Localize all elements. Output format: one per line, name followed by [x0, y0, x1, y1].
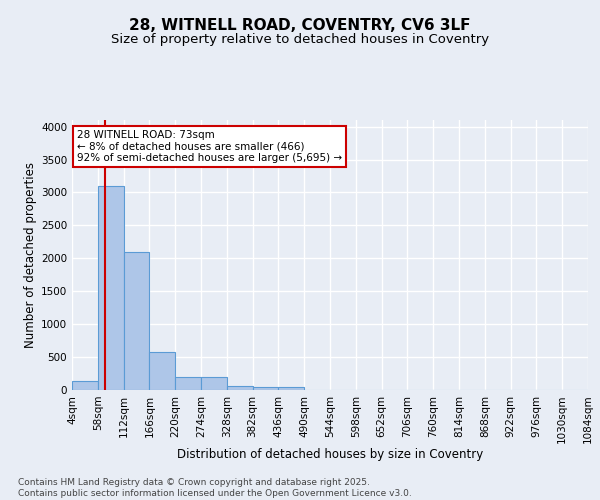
Bar — [253, 386, 278, 390]
Text: Contains HM Land Registry data © Crown copyright and database right 2025.
Contai: Contains HM Land Registry data © Crown c… — [18, 478, 412, 498]
Bar — [72, 382, 98, 390]
Bar — [175, 377, 201, 390]
Bar — [201, 378, 227, 390]
Bar — [98, 186, 124, 390]
Y-axis label: Number of detached properties: Number of detached properties — [24, 162, 37, 348]
X-axis label: Distribution of detached houses by size in Coventry: Distribution of detached houses by size … — [177, 448, 483, 460]
Text: Size of property relative to detached houses in Coventry: Size of property relative to detached ho… — [111, 32, 489, 46]
Text: 28, WITNELL ROAD, COVENTRY, CV6 3LF: 28, WITNELL ROAD, COVENTRY, CV6 3LF — [129, 18, 471, 32]
Bar — [278, 388, 304, 390]
Bar — [124, 252, 149, 390]
Bar — [149, 352, 175, 390]
Bar — [227, 386, 253, 390]
Text: 28 WITNELL ROAD: 73sqm
← 8% of detached houses are smaller (466)
92% of semi-det: 28 WITNELL ROAD: 73sqm ← 8% of detached … — [77, 130, 342, 163]
